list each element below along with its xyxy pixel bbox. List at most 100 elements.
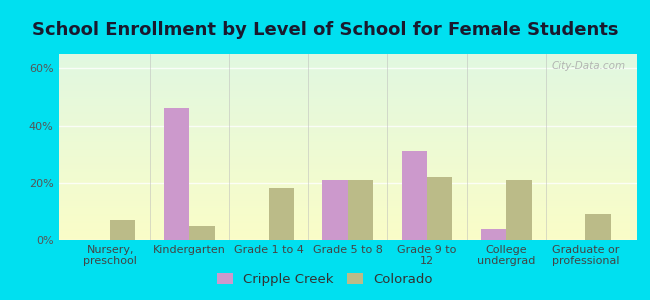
Bar <box>58 65 637 66</box>
Bar <box>58 123 637 124</box>
Bar <box>58 117 637 118</box>
Bar <box>58 221 637 222</box>
Bar <box>58 202 637 203</box>
Bar <box>58 208 637 209</box>
Bar <box>58 86 637 88</box>
Bar <box>58 63 637 64</box>
Bar <box>58 203 637 204</box>
Bar <box>58 112 637 113</box>
Bar <box>58 210 637 211</box>
Bar <box>58 116 637 117</box>
Bar <box>58 188 637 189</box>
Bar <box>58 178 637 179</box>
Bar <box>58 211 637 212</box>
Bar <box>58 160 637 161</box>
Bar <box>58 133 637 134</box>
Bar <box>58 55 637 56</box>
Bar <box>58 148 637 149</box>
Bar <box>58 204 637 205</box>
Bar <box>58 232 637 233</box>
Bar <box>58 146 637 147</box>
Text: School Enrollment by Level of School for Female Students: School Enrollment by Level of School for… <box>32 21 618 39</box>
Bar <box>58 98 637 99</box>
Bar <box>58 193 637 194</box>
Bar <box>58 108 637 109</box>
Bar <box>58 121 637 122</box>
Bar <box>58 88 637 89</box>
Bar <box>58 64 637 65</box>
Bar <box>58 136 637 137</box>
Bar <box>58 216 637 217</box>
Bar <box>58 174 637 175</box>
Bar <box>58 106 637 107</box>
Bar <box>58 102 637 103</box>
Bar <box>58 131 637 132</box>
Bar <box>268 188 294 240</box>
Bar <box>58 92 637 93</box>
Bar <box>58 143 637 144</box>
Bar <box>58 132 637 133</box>
Bar <box>58 189 637 190</box>
Bar <box>58 165 637 166</box>
Bar <box>58 172 637 173</box>
Bar <box>58 237 637 238</box>
Bar <box>506 180 532 240</box>
Bar <box>348 180 373 240</box>
Legend: Cripple Creek, Colorado: Cripple Creek, Colorado <box>213 269 437 290</box>
Bar <box>58 141 637 142</box>
Bar <box>58 185 637 186</box>
Bar <box>58 184 637 185</box>
Bar <box>402 151 427 240</box>
Bar <box>58 167 637 168</box>
Bar <box>58 168 637 169</box>
Bar <box>58 89 637 90</box>
Bar <box>58 54 637 55</box>
Bar <box>58 163 637 164</box>
Bar <box>58 135 637 136</box>
Bar <box>58 227 637 228</box>
Bar <box>58 215 637 216</box>
Bar <box>58 82 637 83</box>
Bar <box>58 62 637 63</box>
Bar <box>58 120 637 121</box>
Bar <box>58 84 637 85</box>
Bar <box>58 225 637 226</box>
Bar <box>58 100 637 101</box>
Bar <box>189 226 214 240</box>
Bar <box>58 175 637 176</box>
Bar <box>58 142 637 143</box>
Bar <box>58 90 637 91</box>
Bar <box>58 170 637 171</box>
Bar <box>586 214 611 240</box>
Bar <box>58 109 637 110</box>
Bar <box>58 153 637 154</box>
Bar <box>58 147 637 148</box>
Bar <box>58 91 637 92</box>
Bar <box>58 111 637 112</box>
Bar <box>58 85 637 86</box>
Bar <box>58 233 637 234</box>
Bar <box>58 110 637 111</box>
Bar <box>58 209 637 210</box>
Bar <box>58 173 637 174</box>
Bar <box>58 226 637 227</box>
Bar <box>58 129 637 130</box>
Bar <box>58 85 637 86</box>
Bar <box>427 177 452 240</box>
Bar <box>58 177 637 178</box>
Bar <box>58 151 637 152</box>
Bar <box>58 238 637 239</box>
Bar <box>58 219 637 220</box>
Bar <box>58 79 637 80</box>
Bar <box>58 228 637 229</box>
Bar <box>58 186 637 187</box>
Bar <box>58 161 637 162</box>
Bar <box>58 194 637 195</box>
Bar <box>58 196 637 197</box>
Bar <box>58 127 637 128</box>
Bar <box>58 152 637 153</box>
Bar <box>58 119 637 120</box>
Bar <box>58 231 637 232</box>
Bar <box>58 66 637 67</box>
Bar <box>58 130 637 131</box>
